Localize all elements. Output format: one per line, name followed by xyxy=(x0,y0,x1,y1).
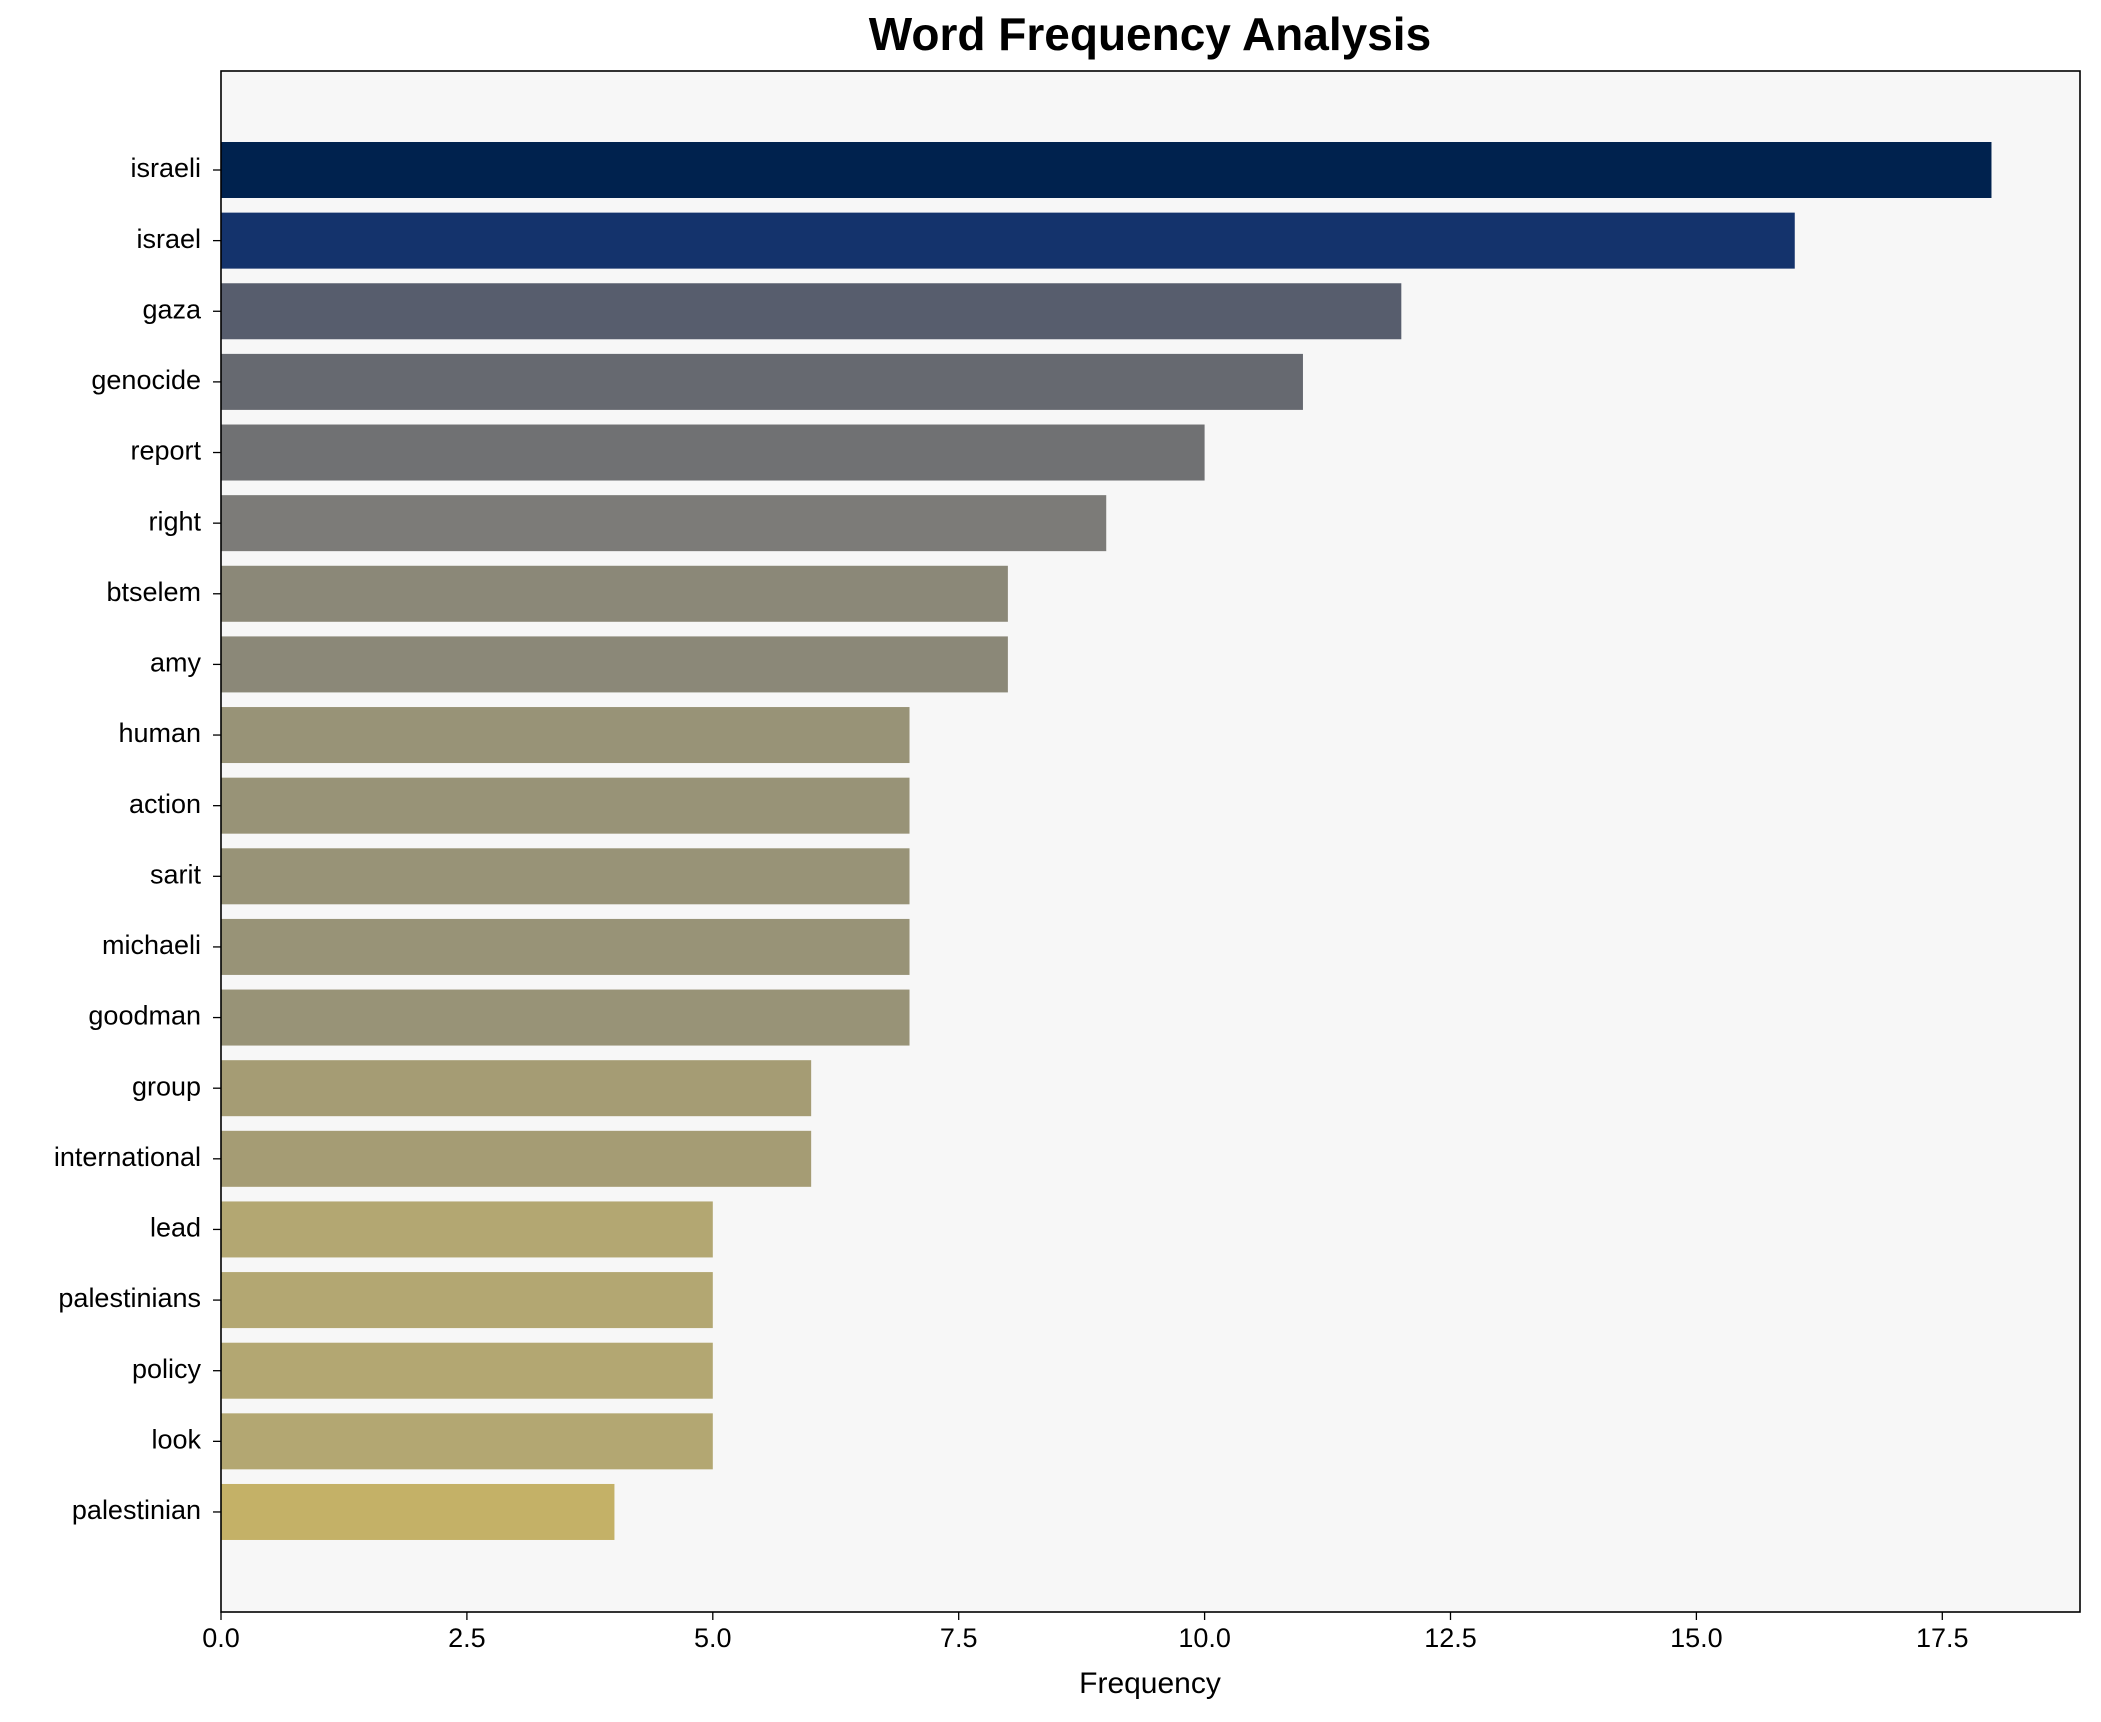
bar xyxy=(221,636,1008,693)
bar xyxy=(221,1272,713,1329)
y-tick-label: right xyxy=(148,506,201,536)
x-tick-label: 10.0 xyxy=(1178,1623,1231,1653)
bar xyxy=(221,1060,812,1117)
x-tick-label: 12.5 xyxy=(1424,1623,1477,1653)
x-axis-label: Frequency xyxy=(1079,1667,1221,1700)
bar xyxy=(221,1483,615,1540)
y-tick-label: palestinians xyxy=(58,1283,201,1313)
bar xyxy=(221,212,1795,269)
y-tick-label: israeli xyxy=(130,153,201,183)
bar xyxy=(221,353,1303,410)
x-tick-label: 2.5 xyxy=(448,1623,486,1653)
bar xyxy=(221,283,1402,340)
y-tick-label: report xyxy=(130,436,201,466)
y-tick-label: group xyxy=(132,1071,201,1101)
bar xyxy=(221,1130,812,1187)
x-tick-label: 7.5 xyxy=(940,1623,978,1653)
y-tick-label: international xyxy=(54,1142,201,1172)
plot-frame xyxy=(220,70,2081,1613)
y-tick-label: goodman xyxy=(88,1001,201,1031)
bar xyxy=(221,565,1008,622)
x-tick-label: 15.0 xyxy=(1670,1623,1723,1653)
y-tick-label: palestinian xyxy=(72,1495,201,1525)
y-tick-label: genocide xyxy=(91,365,201,395)
y-tick-label: btselem xyxy=(106,577,201,607)
y-tick-label: look xyxy=(151,1424,201,1454)
y-tick-label: gaza xyxy=(142,294,202,324)
y-tick-label: israel xyxy=(136,224,201,254)
bar xyxy=(221,424,1205,481)
chart-title: Word Frequency Analysis xyxy=(869,8,1431,60)
bar xyxy=(221,848,910,905)
bar xyxy=(221,495,1107,552)
x-tick-label: 17.5 xyxy=(1916,1623,1969,1653)
y-tick-label: policy xyxy=(132,1354,202,1384)
bar xyxy=(221,989,910,1046)
y-tick-label: michaeli xyxy=(102,930,201,960)
x-tick-label: 5.0 xyxy=(694,1623,732,1653)
bar xyxy=(221,777,910,834)
bar xyxy=(221,142,1992,198)
y-tick-label: human xyxy=(118,718,201,748)
x-tick-label: 0.0 xyxy=(202,1623,240,1653)
y-tick-label: lead xyxy=(150,1213,201,1243)
bar xyxy=(221,707,910,764)
y-tick-label: amy xyxy=(150,648,202,678)
bar xyxy=(221,918,910,975)
y-tick-label: sarit xyxy=(150,859,202,889)
bar xyxy=(221,1201,713,1258)
bar xyxy=(221,1413,713,1470)
y-tick-label: action xyxy=(129,789,201,819)
bar xyxy=(221,1342,713,1399)
